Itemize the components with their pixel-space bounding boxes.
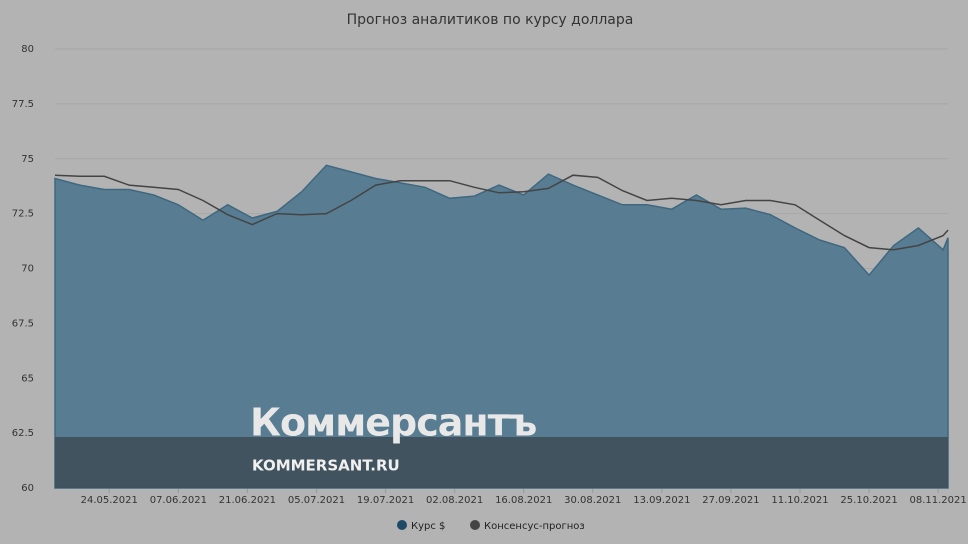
x-tick-label: 24.05.2021 (81, 495, 138, 506)
line-series (54, 174, 949, 251)
legend-label[interactable]: Курс $ (411, 521, 445, 532)
y-tick-label: 77.5 (12, 99, 34, 110)
y-tick-label: 70 (21, 264, 34, 275)
x-tick-label: 16.08.2021 (495, 495, 552, 506)
watermark-url: KOMMERSANT.RU (252, 457, 400, 475)
y-tick-label: 72.5 (12, 209, 34, 220)
watermark-band (55, 437, 948, 488)
y-tick-label: 62.5 (12, 428, 34, 439)
x-tick-label: 08.11.2021 (909, 495, 966, 506)
x-tick-label: 25.10.2021 (840, 495, 897, 506)
x-tick-label: 11.10.2021 (771, 495, 828, 506)
y-tick-label: 67.5 (12, 318, 34, 329)
y-tick-label: 60 (21, 483, 34, 494)
x-tick-label: 27.09.2021 (702, 495, 759, 506)
watermark-brand: Коммерсантъ (250, 401, 537, 445)
legend-marker[interactable] (470, 520, 480, 530)
legend-marker[interactable] (397, 520, 407, 530)
x-tick-label: 30.08.2021 (564, 495, 621, 506)
y-tick-label: 80 (21, 44, 34, 55)
y-tick-label: 75 (21, 154, 34, 165)
y-tick-label: 65 (21, 373, 34, 384)
x-tick-label: 02.08.2021 (426, 495, 483, 506)
x-tick-label: 21.06.2021 (219, 495, 276, 506)
chart-title: Прогноз аналитиков по курсу доллара (347, 12, 634, 28)
x-tick-label: 19.07.2021 (357, 495, 414, 506)
x-tick-label: 13.09.2021 (633, 495, 690, 506)
legend-label[interactable]: Консенсус-прогноз (484, 521, 585, 532)
x-tick-label: 05.07.2021 (288, 495, 345, 506)
x-tick-label: 07.06.2021 (150, 495, 207, 506)
